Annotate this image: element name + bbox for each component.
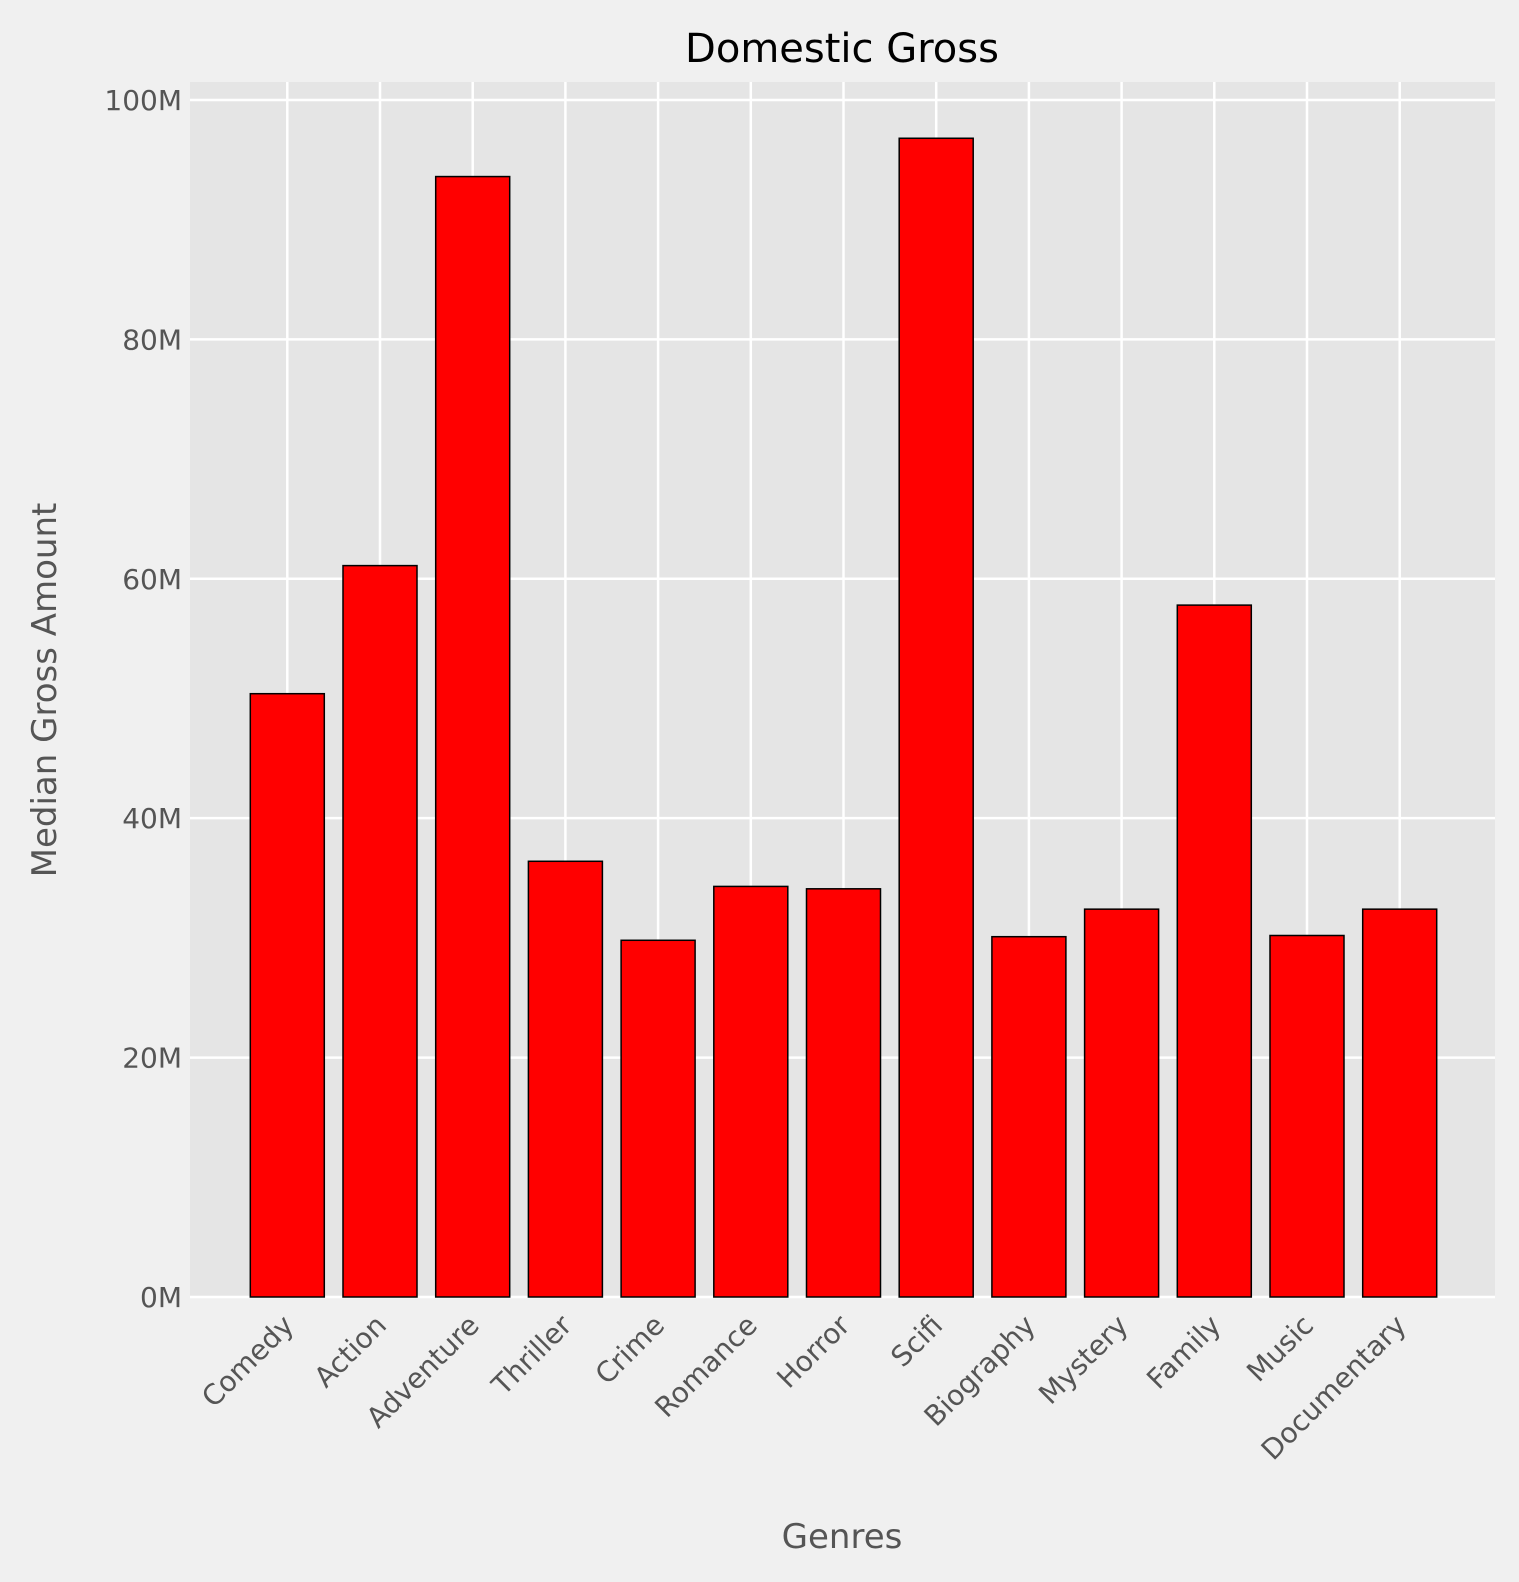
bar-action: [342, 564, 418, 1298]
y-tick-label: 0M: [140, 1281, 182, 1314]
y-tick-label: 20M: [122, 1042, 182, 1075]
x-axis-label: Genres: [782, 1517, 903, 1557]
bar-horror: [805, 888, 882, 1298]
bar-adventure: [434, 175, 511, 1298]
y-tick-label: 100M: [104, 84, 182, 117]
bar-scifi: [898, 137, 974, 1298]
y-axis-ticks: 0M 20M 40M 60M 80M 100M: [104, 84, 182, 1314]
bar-crime: [620, 939, 696, 1298]
bar-documentary: [1361, 908, 1438, 1298]
bar-romance: [713, 885, 789, 1298]
bar-thriller: [527, 860, 604, 1298]
bar-comedy: [249, 692, 326, 1298]
bar-music: [1269, 934, 1345, 1298]
y-tick-label: 60M: [122, 563, 182, 596]
chart-title: Domestic Gross: [685, 26, 999, 72]
y-tick-label: 80M: [122, 323, 182, 356]
bar-biography: [991, 935, 1067, 1298]
bar-mystery: [1083, 908, 1160, 1298]
bars: [249, 137, 1438, 1298]
y-axis-label: Median Gross Amount: [25, 503, 65, 878]
bar-family: [1176, 604, 1253, 1298]
y-tick-label: 40M: [122, 802, 182, 835]
